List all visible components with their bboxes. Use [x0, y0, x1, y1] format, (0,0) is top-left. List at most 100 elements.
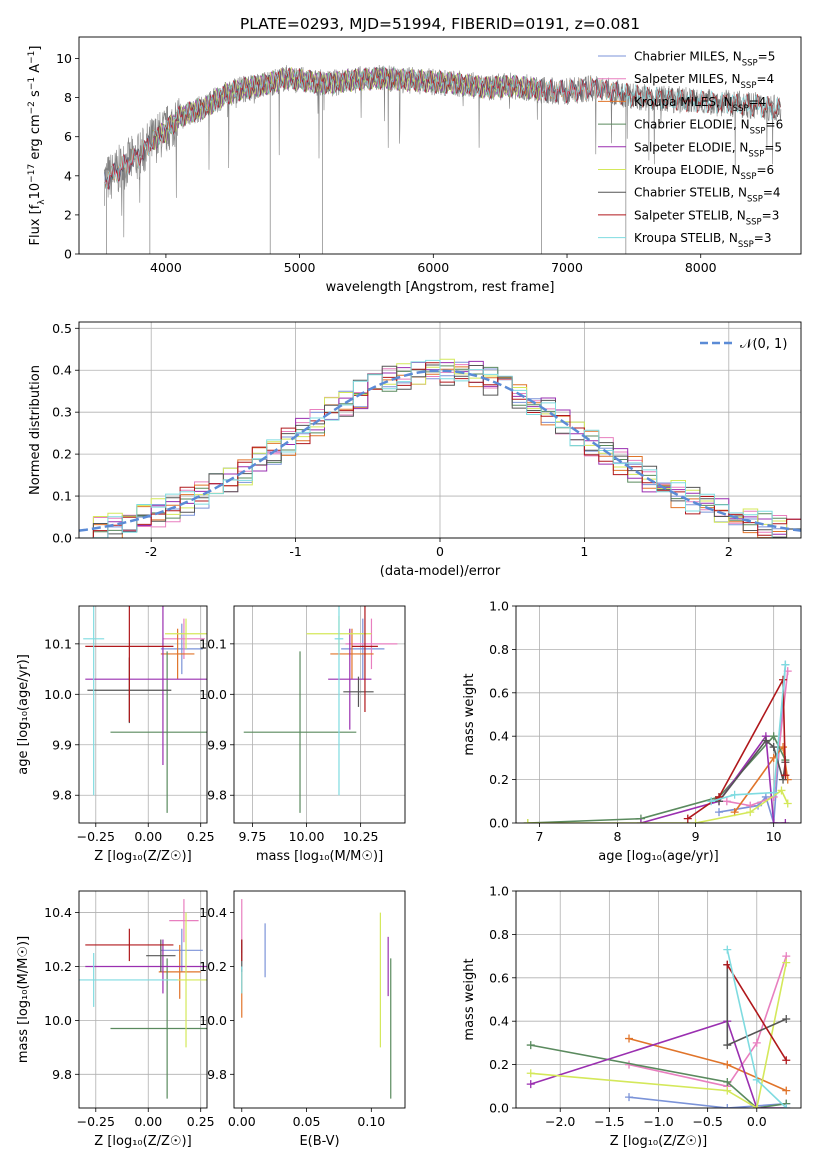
residuals-plot-area: [79, 358, 801, 538]
legend-label-name: Kroupa ELODIE, N: [634, 163, 741, 177]
y-tick-label: 0.8: [489, 642, 509, 657]
y-tick-label: 0.3: [52, 405, 72, 420]
x-tick-label: −2.0: [545, 1114, 575, 1129]
legend-label-count: =5: [764, 140, 782, 154]
mass-weight-point: [781, 771, 790, 780]
legend-label-count: =3: [762, 208, 780, 222]
mass-weight-point: [746, 808, 755, 817]
mass-weight-point: [779, 775, 788, 784]
y-axis-label-part: −1: [27, 77, 37, 90]
x-axis-label: mass [log₁₀(M/M☉)]: [256, 849, 383, 864]
y-axis-label-part: Flux [f: [28, 204, 43, 245]
mass-weight-point: [625, 1034, 634, 1043]
y-axis-label: Flux [fλ10−17 erg cm−2 s−1 A−1]: [27, 46, 47, 246]
y-axis-label: mass weight: [462, 958, 477, 1040]
x-tick-label: 0.00: [134, 1114, 162, 1129]
massweight-vs-age-axes: 7 8 9 10 0.0 0.2 0.4 0.6 0.8 1.0 age [log₁₀(age/yr…: [462, 599, 801, 864]
y-tick-label: 0.2: [489, 772, 509, 787]
y-tick-label: 1.0: [489, 599, 509, 614]
legend-label-name: Salpeter MILES, N: [634, 72, 741, 86]
y-tick-label: 0.4: [52, 363, 72, 378]
y-axis-label-part: A: [28, 64, 43, 77]
x-tick-label: 6000: [417, 260, 449, 275]
legend-label: Kroupa ELODIE, NSSP=6: [634, 163, 774, 182]
legend-label-sub: SSP: [748, 149, 764, 159]
y-tick-label: 9.9: [207, 737, 227, 752]
spectrum-plot-area: [104, 64, 782, 254]
y-tick-label: 0.6: [489, 970, 509, 985]
mass-weight-point: [769, 788, 778, 797]
y-tick-label: 10.1: [44, 636, 72, 651]
mass-weight-point: [779, 743, 788, 752]
y-axis-label-part: s: [28, 90, 43, 101]
plot-frame: [78, 321, 802, 539]
legend-label-name: Salpeter STELIB, N: [634, 208, 746, 222]
plot-frame: [515, 605, 802, 824]
mass-weight-point: [691, 819, 700, 823]
y-tick-label: 0.1: [52, 489, 72, 504]
mass-weight-point: [769, 743, 778, 752]
y-axis-label-part: erg cm: [28, 114, 43, 163]
mass-weight-line: [710, 664, 787, 803]
massweight-vs-Z-plot-area: [526, 945, 791, 1108]
legend-label-count: =6: [756, 163, 774, 177]
y-tick-label: 0.4: [489, 1014, 509, 1029]
normal-curve: [79, 369, 801, 532]
mass-weight-point: [723, 945, 732, 954]
legend-label: Chabrier MILES, NSSP=5: [634, 50, 775, 69]
legend-label: Chabrier STELIB, NSSP=4: [634, 186, 781, 205]
y-tick-label: 6: [64, 129, 72, 144]
mass-weight-line: [726, 671, 789, 807]
x-tick-label: 10.25: [343, 829, 379, 844]
legend-label-count: =6: [766, 118, 784, 132]
mass-weight-line: [687, 676, 787, 820]
y-axis-label: age [log₁₀(age/yr)]: [16, 654, 31, 775]
x-tick-label: 9: [692, 829, 700, 844]
age-vs-Z-plot-area: [83, 606, 207, 813]
mass-weight-point: [783, 799, 792, 808]
mass-weight-line: [530, 1044, 787, 1108]
y-tick-label: 10: [56, 51, 72, 66]
x-tick-label: -1: [289, 544, 301, 559]
mass-weight-point: [769, 819, 778, 823]
y-tick-label: 0.5: [52, 321, 72, 336]
x-axis-label: E(B-V): [299, 1134, 339, 1149]
y-tick-label: 10.4: [44, 905, 72, 920]
x-tick-label: 8000: [685, 260, 717, 275]
y-tick-label: 0: [64, 247, 72, 262]
y-tick-label: 9.9: [52, 737, 72, 752]
x-tick-label: 0.05: [293, 1114, 321, 1129]
x-axis-label: Z [log₁₀(Z/Z☉)]: [94, 1134, 191, 1149]
legend-label-count: =4: [763, 186, 781, 200]
mass-vs-ebv-plot-area: [241, 899, 392, 1099]
mass-weight-point: [781, 660, 790, 669]
residual-histogram: [79, 359, 801, 538]
mass-weight-point: [782, 1015, 791, 1024]
residuals-axes: -2 -1 0 1 2 0.0 0.1 0.2 0.3 0.4 0.5 (data-model)/er…: [28, 321, 801, 579]
x-tick-label: 1: [580, 544, 588, 559]
x-tick-label: −1.0: [643, 1114, 673, 1129]
mass-weight-point: [625, 1093, 634, 1102]
age-vs-Z-axes: −0.25 0.00 0.25 9.8 9.9 10.0 10.1 Z [log₁₀(Z/Z☉…: [16, 606, 215, 864]
legend-label: Kroupa MILES, NSSP=4: [634, 95, 766, 114]
mass-weight-point: [730, 790, 739, 799]
mass-weight-point: [781, 819, 790, 823]
y-tick-label: 9.8: [207, 788, 227, 803]
mass-weight-point: [752, 1075, 761, 1084]
mass-weight-point: [636, 819, 645, 823]
legend-label-name: Kroupa STELIB, N: [634, 231, 738, 245]
x-tick-label: 0.10: [357, 1114, 385, 1129]
y-tick-label: 0.2: [52, 447, 72, 462]
x-axis-label: Z [log₁₀(Z/Z☉)]: [94, 849, 191, 864]
x-tick-label: 0.00: [134, 829, 162, 844]
mass-weight-point: [723, 1086, 732, 1095]
mass-weight-point: [723, 1077, 732, 1086]
legend-label-name: Chabrier STELIB, N: [634, 186, 747, 200]
mass-weight-point: [782, 1086, 791, 1095]
mass-vs-Z-axes: −0.25 0.00 0.25 9.8 10.0 10.2 10.4 Z [log₁₀(Z/Z…: [16, 891, 215, 1149]
y-tick-label: 0.0: [52, 531, 72, 546]
legend-label-sub: SSP: [742, 59, 758, 69]
mass-weight-point: [722, 797, 731, 806]
x-tick-label: 0.25: [187, 829, 215, 844]
spectrum-axes: 4000 5000 6000 7000 8000 0 2 4 6 8 10 wavelength [A…: [56, 51, 717, 295]
